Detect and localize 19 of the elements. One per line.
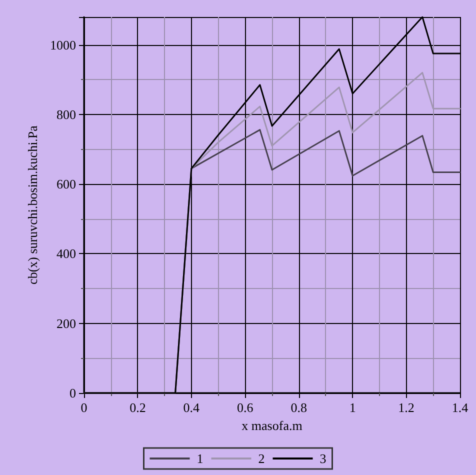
x-tick-label: 0 xyxy=(80,400,88,415)
legend-label: 2 xyxy=(258,451,265,466)
y-tick-label: 800 xyxy=(56,106,76,122)
x-tick-label: 1.4 xyxy=(452,400,469,415)
x-tick-label: 0.6 xyxy=(237,400,254,415)
y-tick-label: 400 xyxy=(56,246,76,262)
legend-label: 1 xyxy=(196,451,204,466)
x-tick-label: 1 xyxy=(349,400,356,415)
x-tick-label: 0.2 xyxy=(130,400,146,415)
y-tick-label: 600 xyxy=(56,176,76,192)
legend-label: 3 xyxy=(320,451,326,466)
x-tick-label: 0.8 xyxy=(290,400,307,415)
x-tick-label: 0.4 xyxy=(183,400,200,415)
x-tick-label: 1.2 xyxy=(398,400,414,415)
y-axis-title: cb(x) suruvchi.bosim.kuchi.Pa xyxy=(25,125,40,284)
x-axis-title: x masofa.m xyxy=(242,418,302,433)
y-tick-label: 0 xyxy=(70,386,76,400)
y-tick-label: 1000 xyxy=(50,37,76,52)
y-tick-label: 200 xyxy=(56,316,76,331)
